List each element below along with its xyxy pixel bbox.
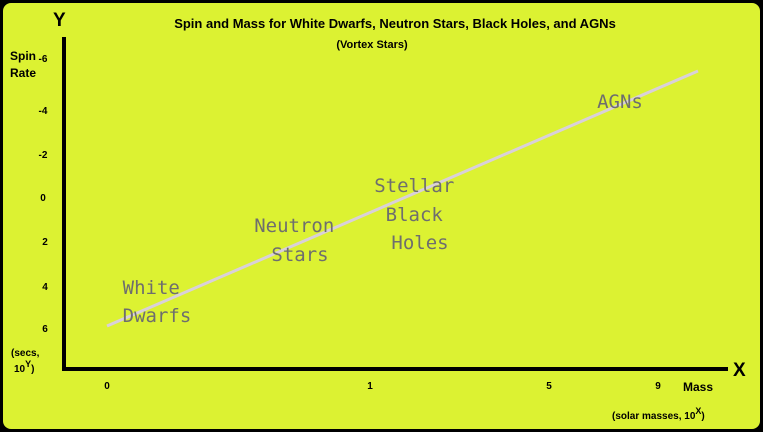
series-line — [106, 69, 699, 328]
y-axis-unit-base: 10 — [14, 364, 26, 375]
x-tick-label: 1 — [367, 381, 373, 392]
annotation-line: Stellar — [374, 175, 454, 197]
annotation-agns: AGNs — [597, 91, 643, 113]
x-tick-label: 5 — [546, 381, 552, 392]
annotation-line: AGNs — [597, 91, 643, 113]
y-axis-unit-close: ) — [31, 364, 34, 375]
annotation-stellar-black-holes: Stellar Black Holes — [374, 175, 466, 254]
y-tick-label: -2 — [39, 150, 48, 161]
x-axis-letter: X — [733, 360, 746, 381]
y-axis-label-line1: Spin — [10, 49, 36, 63]
x-axis-label: Mass — [683, 380, 713, 394]
x-axis-unit-exp: X — [695, 406, 701, 416]
y-tick-label: 4 — [42, 282, 48, 293]
chart-subtitle: (Vortex Stars) — [336, 39, 408, 51]
x-axis-unit-base: (solar masses, 10 — [612, 411, 696, 422]
y-tick-label: -6 — [39, 54, 48, 65]
x-axis-unit: (solar masses, 10X) — [612, 406, 705, 422]
y-axis-unit-line2: 10Y) — [14, 359, 34, 375]
annotation-line: Holes — [391, 232, 448, 254]
x-tick-label: 9 — [655, 381, 661, 392]
annotation-line: Neutron — [254, 215, 334, 237]
y-axis-letter: Y — [53, 10, 66, 31]
y-tick-label: 0 — [40, 193, 46, 204]
annotation-white-dwarfs: White Dwarfs — [123, 277, 192, 327]
chart-title: Spin and Mass for White Dwarfs, Neutron … — [174, 16, 616, 31]
annotation-line: Stars — [271, 244, 328, 266]
x-axis-unit-close: ) — [701, 411, 704, 422]
y-tick-label: 6 — [42, 324, 48, 335]
y-axis-unit-line1: (secs, — [11, 348, 40, 359]
annotation-neutron-stars: Neutron Stars — [254, 215, 346, 266]
y-tick-label: -4 — [39, 106, 48, 117]
y-axis-label-line2: Rate — [10, 66, 36, 80]
annotation-line: Dwarfs — [123, 305, 192, 327]
y-axis-unit-exp: Y — [25, 359, 31, 369]
x-tick-label: 0 — [104, 381, 110, 392]
y-tick-label: 2 — [42, 237, 48, 248]
annotation-line: White — [123, 277, 180, 299]
chart-background — [3, 3, 760, 429]
annotation-line: Black — [386, 204, 444, 226]
